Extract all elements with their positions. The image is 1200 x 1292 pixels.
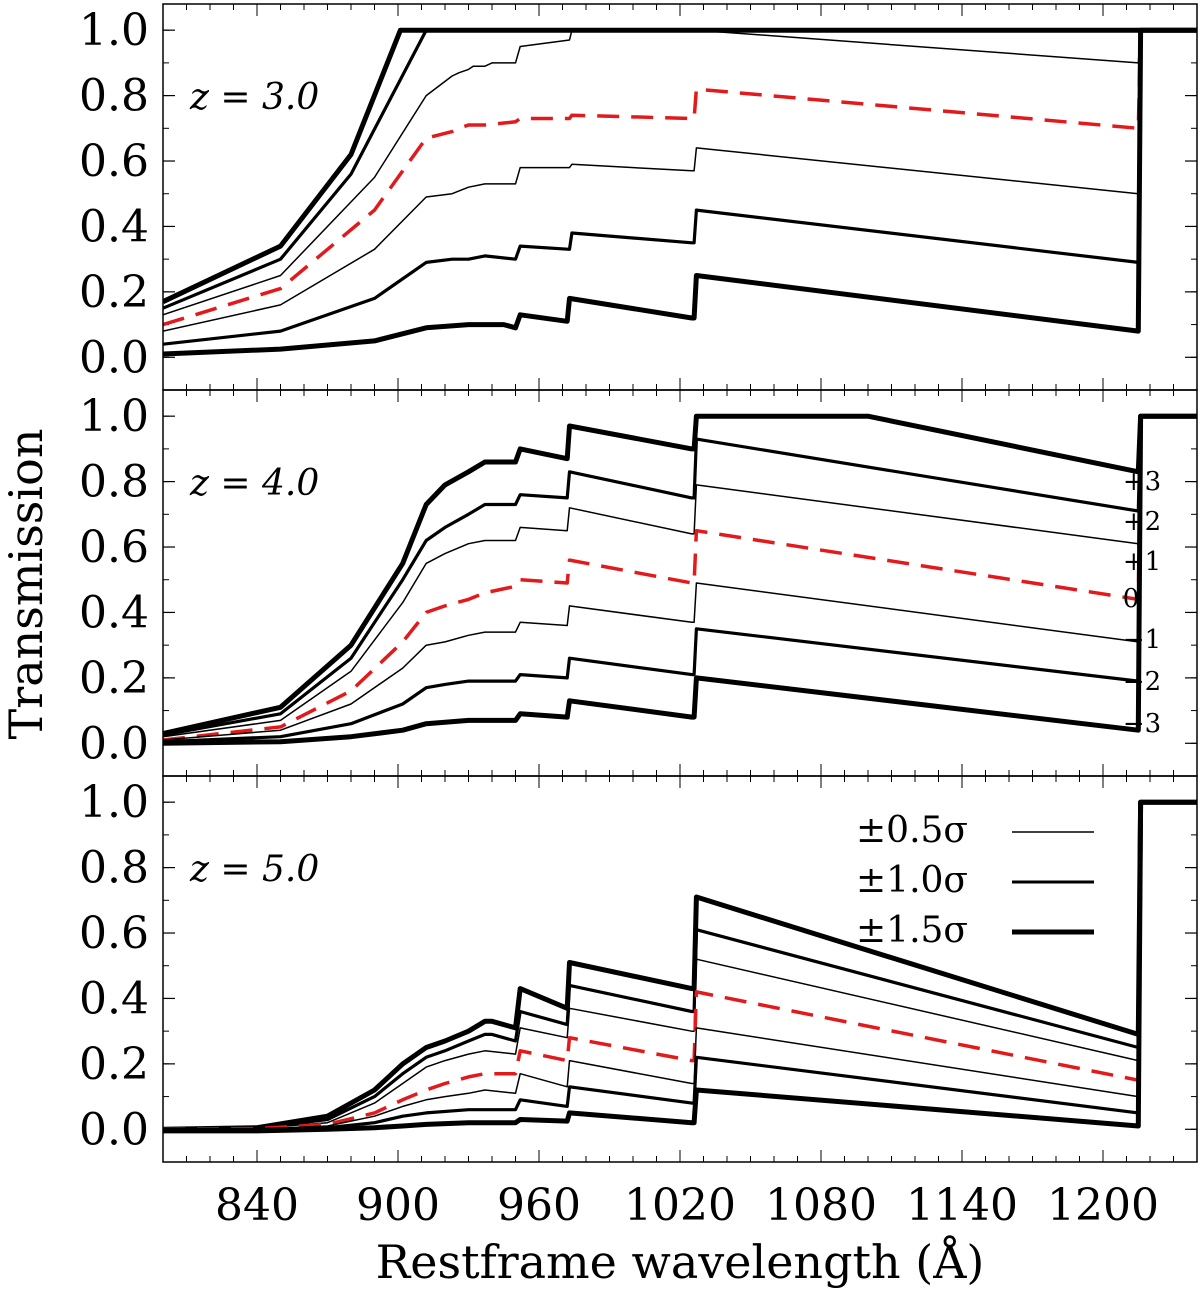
y-tick-label: 1.0 [79, 777, 149, 828]
series-line-median [163, 28, 1197, 327]
y-tick-label: 0.6 [79, 136, 149, 187]
x-tick-label: 900 [356, 1180, 440, 1231]
series-line-median [163, 800, 1197, 1132]
panel-3-frame [162, 775, 1198, 1163]
series-line-minus0.5sigma [163, 801, 1197, 1131]
series-line-plus1.5sigma [163, 27, 1197, 304]
sigma-label-plus3: +3 [1123, 467, 1161, 497]
series-line-plus1.0sigma [163, 414, 1197, 737]
y-tick-label: 0.4 [79, 973, 149, 1024]
series-line-minus1.5sigma [163, 413, 1197, 746]
panel-3-ticks [163, 776, 1197, 1163]
chart-panels: 0.0 0.2 0.4 0.6 0.8 1.0 z = 3.0 0.0 0.2 0.4 0.6 0.8… [79, 3, 1198, 1231]
series-line-minus1.5sigma [163, 799, 1197, 1134]
series-line-median [163, 414, 1197, 742]
y-tick-label: 0.8 [79, 457, 149, 508]
y-tick-label: 0.4 [79, 201, 149, 252]
sigma-label-plus2: +2 [1123, 507, 1161, 537]
panel-3-series [163, 799, 1197, 1134]
x-tick-label: 1200 [1047, 1180, 1159, 1231]
x-tick-label: 960 [497, 1180, 581, 1231]
sigma-label-minus1: −1 [1123, 625, 1161, 655]
series-line-plus1.5sigma [163, 413, 1197, 736]
series-line-plus1.5sigma [163, 799, 1197, 1132]
panel-1-series [163, 27, 1197, 357]
series-line-plus0.5sigma [163, 801, 1197, 1131]
series-line-minus1.5sigma [163, 27, 1197, 357]
panel-3: 0.0 0.2 0.4 0.6 0.8 1.0 z = 5.0 [79, 775, 1198, 1163]
x-tick-label: 1140 [906, 1180, 1018, 1231]
panel-2: 0.0 0.2 0.4 0.6 0.8 1.0 z = 4.0 [79, 389, 1198, 777]
sigma-label-minus3: −3 [1123, 709, 1161, 739]
y-tick-label: 0.6 [79, 522, 149, 573]
legend-label-1: ±1.0σ [856, 860, 968, 901]
y-tick-label: 0.0 [79, 1104, 149, 1155]
legend: ±0.5σ ±1.0σ ±1.5σ [856, 810, 1094, 951]
sigma-label-zero: 0 [1123, 584, 1140, 614]
sigma-labels: +3 +2 +1 0 −1 −2 −3 [1123, 467, 1161, 739]
panel-1: 0.0 0.2 0.4 0.6 0.8 1.0 z = 3.0 [79, 3, 1198, 391]
series-line-plus0.5sigma [163, 415, 1197, 738]
x-tick-label: 1020 [624, 1180, 736, 1231]
panel-3-z-label: z = 5.0 [189, 849, 319, 890]
sigma-label-minus2: −2 [1123, 667, 1161, 697]
series-line-minus0.5sigma [163, 29, 1197, 332]
x-axis-title: Restframe wavelength (Å) [376, 1234, 985, 1289]
y-tick-label: 0.2 [79, 267, 149, 318]
y-tick-label: 0.0 [79, 718, 149, 769]
x-tick-label: 840 [215, 1180, 299, 1231]
y-tick-label: 1.0 [79, 391, 149, 442]
y-tick-label: 0.4 [79, 587, 149, 638]
y-tick-label: 0.2 [79, 1039, 149, 1090]
legend-label-2: ±1.5σ [856, 910, 968, 951]
series-line-plus1.0sigma [163, 28, 1197, 310]
series-line-minus1.0sigma [163, 414, 1197, 744]
y-tick-label: 0.0 [79, 332, 149, 383]
y-tick-label: 1.0 [79, 5, 149, 56]
panel-1-z-label: z = 3.0 [189, 77, 319, 118]
series-line-plus0.5sigma [163, 29, 1197, 316]
y-axis-title: Transmission [0, 429, 53, 740]
legend-label-0: ±0.5σ [856, 810, 968, 851]
sigma-label-plus1: +1 [1123, 547, 1161, 577]
y-tick-label: 0.2 [79, 653, 149, 704]
y-tick-label: 0.8 [79, 843, 149, 894]
series-line-plus1.0sigma [163, 800, 1197, 1131]
panel-2-z-label: z = 4.0 [189, 463, 319, 504]
series-line-minus0.5sigma [163, 415, 1197, 741]
y-tick-label: 0.8 [79, 71, 149, 122]
series-line-minus1.0sigma [163, 28, 1197, 346]
x-tick-label: 1080 [765, 1180, 877, 1231]
panel-2-series [163, 413, 1197, 746]
y-tick-label: 0.6 [79, 908, 149, 959]
series-line-minus1.0sigma [163, 800, 1197, 1131]
panel-2-ticks [163, 390, 1197, 777]
